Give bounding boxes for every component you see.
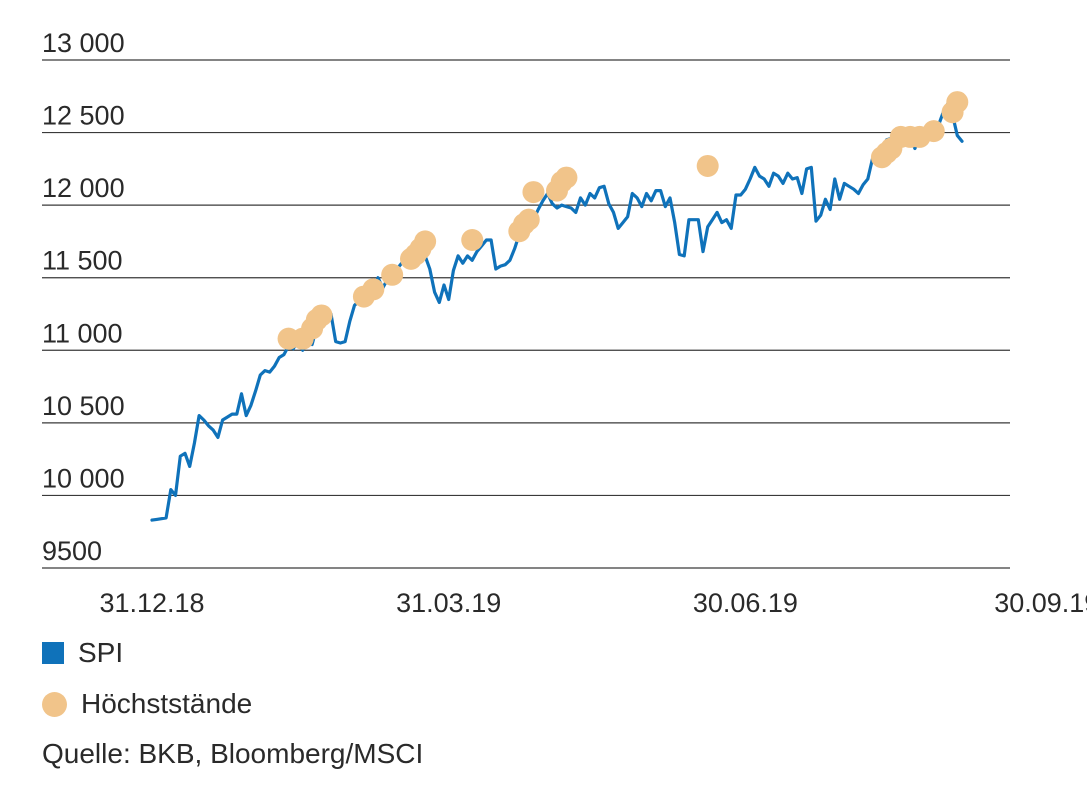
legend-item-hoechststaende: Höchststände [42, 688, 252, 720]
high-markers [277, 91, 969, 350]
high-marker [310, 304, 333, 327]
y-tick-label: 12 500 [42, 101, 125, 131]
series-line-spi [150, 101, 964, 522]
x-tick-label: 31.12.18 [99, 588, 204, 618]
x-tick-label: 30.06.19 [693, 588, 798, 618]
y-tick-label: 10 500 [42, 391, 125, 421]
series-lines [150, 101, 964, 522]
spi-line-chart: 13 000 12 500 12 000 11 500 11 000 10 500 10 0… [42, 28, 1087, 618]
high-marker [362, 278, 385, 301]
y-tick-label: 9500 [42, 536, 102, 566]
high-marker [414, 230, 437, 253]
x-axis-ticks: 31.12.18 31.03.19 30.06.19 30.09.19 [99, 588, 1087, 618]
y-tick-label: 12 000 [42, 173, 125, 203]
source-note: Quelle: BKB, Bloomberg/MSCI [42, 738, 424, 769]
y-tick-label: 11 000 [42, 318, 123, 348]
x-tick-label: 31.03.19 [396, 588, 501, 618]
high-marker [461, 228, 484, 251]
legend-label-spi: SPI [78, 637, 124, 668]
high-marker [517, 208, 540, 231]
high-marker [946, 91, 969, 114]
high-marker [381, 263, 404, 286]
grid-lines [42, 59, 1010, 569]
high-marker [696, 154, 719, 177]
y-tick-label: 10 000 [42, 463, 125, 493]
high-marker [922, 120, 945, 143]
legend-item-spi: SPI [42, 637, 123, 669]
high-marker [522, 181, 545, 204]
x-tick-label: 30.09.19 [994, 588, 1087, 618]
y-tick-label: 13 000 [42, 28, 125, 58]
high-marker [555, 166, 578, 189]
legend-swatch-spi [42, 642, 64, 664]
legend-label-hoechststaende: Höchststände [81, 688, 253, 719]
legend-swatch-hoechststaende [42, 691, 67, 717]
y-tick-label: 11 500 [42, 246, 123, 276]
y-axis-ticks: 13 000 12 500 12 000 11 500 11 000 10 500 10 0… [42, 28, 125, 566]
